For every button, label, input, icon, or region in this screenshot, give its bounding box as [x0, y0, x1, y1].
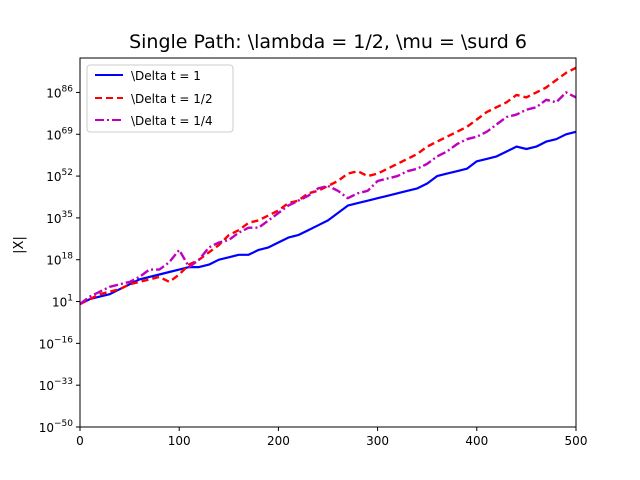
x-tick-label: 400: [465, 434, 488, 448]
y-tick-label: 1069: [46, 126, 73, 142]
series-line-2: [79, 91, 577, 305]
y-axis-ticks: 10−50 10−33 10−16 101 1018 1035 1052 1069 1086: [39, 84, 80, 435]
x-axis-ticks: 0 100 200 300 400 500: [76, 427, 587, 448]
legend-entry-dt-1: \Delta t = 1: [131, 69, 201, 83]
y-tick-label: 1086: [46, 84, 73, 100]
x-tick-label: 300: [366, 434, 389, 448]
legend-entry-dt-1-2: \Delta t = 1/2: [131, 92, 213, 106]
x-tick-label: 500: [565, 434, 588, 448]
legend-entry-dt-1-4: \Delta t = 1/4: [131, 114, 213, 128]
y-tick-label: 1052: [46, 168, 73, 184]
y-tick-label: 1035: [46, 210, 73, 226]
y-tick-label: 1018: [46, 252, 73, 268]
y-tick-label: 10−33: [39, 377, 73, 393]
plot-frame: [79, 57, 577, 428]
series-layer: [79, 66, 577, 306]
legend-box: [86, 64, 234, 133]
chart-title: Single Path: \lambda = 1/2, \mu = \surd …: [129, 31, 527, 53]
y-axis-label: |X|: [12, 236, 27, 254]
x-tick-label: 200: [267, 434, 290, 448]
x-tick-label: 100: [168, 434, 191, 448]
series-line-1: [79, 66, 577, 306]
x-tick-label: 0: [76, 434, 84, 448]
y-tick-label: 10−50: [39, 419, 74, 435]
y-tick-label: 101: [52, 294, 73, 310]
legend: \Delta t = 1 \Delta t = 1/2 \Delta t = 1…: [86, 64, 234, 133]
y-tick-label: 10−16: [39, 335, 74, 351]
series-line-0: [79, 130, 577, 305]
